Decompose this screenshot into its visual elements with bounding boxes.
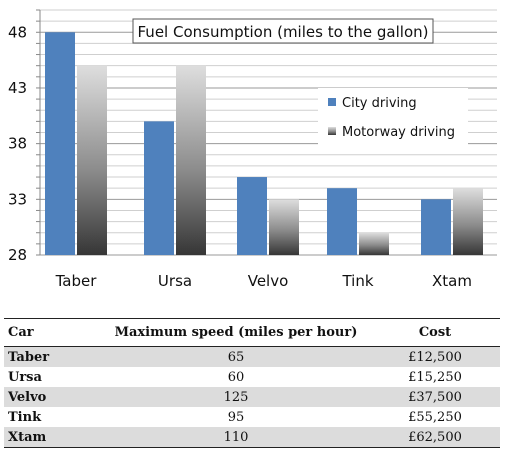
spec-table: Car Maximum speed (miles per hour) Cost …: [4, 318, 500, 448]
y-tick-label: 33: [8, 190, 27, 208]
chart-title-box: [132, 18, 434, 44]
y-tick-label: 38: [8, 135, 27, 153]
cell-speed: 95: [227, 409, 245, 425]
chart-title: Fuel Consumption (miles to the gallon): [138, 23, 429, 41]
cell-speed: 65: [227, 349, 245, 365]
bar-motorway-driving: [269, 199, 299, 255]
table-row: Tink 95 £55,250: [4, 407, 500, 427]
fuel-consumption-chart: 28 33 38 43 48 Taber Ursa Velvo Tink Xtam Fuel Co…: [8, 9, 497, 290]
cell-speed: 60: [227, 369, 245, 385]
table-row: Taber 65 £12,500: [4, 346, 500, 367]
header-car: Car: [8, 324, 34, 340]
cell-cost: £55,250: [408, 409, 462, 425]
cell-cost: £62,500: [408, 429, 462, 445]
table-row: Ursa 60 £15,250: [4, 367, 500, 387]
category-label: Ursa: [158, 272, 192, 290]
y-tick-label: 48: [8, 23, 27, 41]
table-row: Xtam 110 £62,500: [4, 427, 500, 448]
legend-background: [318, 88, 468, 150]
cell-cost: £12,500: [408, 349, 462, 365]
header-cost: Cost: [418, 324, 452, 340]
cell-car: Velvo: [8, 389, 47, 405]
cell-car: Tink: [8, 409, 42, 425]
bar-motorway-driving: [453, 188, 483, 255]
legend-label-city: City driving: [342, 96, 417, 111]
category-label: Tink: [341, 272, 373, 290]
cell-speed: 110: [223, 429, 249, 445]
car-spec-table: Car Maximum speed (miles per hour) Cost …: [4, 318, 500, 448]
legend-swatch-city: [328, 98, 336, 106]
bar-city-driving: [45, 32, 75, 255]
cell-cost: £37,500: [408, 389, 462, 405]
legend-swatch-motorway: [328, 127, 336, 135]
cell-car: Xtam: [8, 429, 47, 445]
y-tick-label: 28: [8, 246, 27, 264]
category-label: Velvo: [248, 272, 289, 290]
bar-city-driving: [237, 177, 267, 255]
legend-label-motorway: Motorway driving: [342, 125, 455, 140]
bar-motorway-driving: [77, 65, 107, 255]
table-header-row: Car Maximum speed (miles per hour) Cost: [4, 318, 500, 347]
header-max-speed: Maximum speed (miles per hour): [114, 324, 358, 340]
title-layer: Fuel Consumption (miles to the gallon): [132, 18, 434, 44]
bar-city-driving: [327, 188, 357, 255]
bar-motorway-driving: [359, 232, 389, 255]
legend: City driving Motorway driving: [318, 88, 468, 150]
bar-layer: [45, 32, 483, 255]
label-layer: 28 33 38 43 48 Taber Ursa Velvo Tink Xtam: [8, 23, 472, 290]
cell-cost: £15,250: [408, 369, 462, 385]
bar-city-driving: [144, 121, 174, 255]
table-row: Velvo 125 £37,500: [4, 387, 500, 407]
cell-speed: 125: [223, 389, 249, 405]
cell-car: Taber: [8, 349, 50, 365]
bar-motorway-driving: [176, 65, 206, 255]
y-tick-label: 43: [8, 79, 27, 97]
category-label: Taber: [55, 272, 98, 290]
bar-city-driving: [421, 199, 451, 255]
cell-car: Ursa: [8, 369, 42, 385]
category-label: Xtam: [432, 272, 472, 290]
chart-svg: 28 33 38 43 48 Taber Ursa Velvo Tink Xtam Fuel Co…: [8, 9, 497, 290]
